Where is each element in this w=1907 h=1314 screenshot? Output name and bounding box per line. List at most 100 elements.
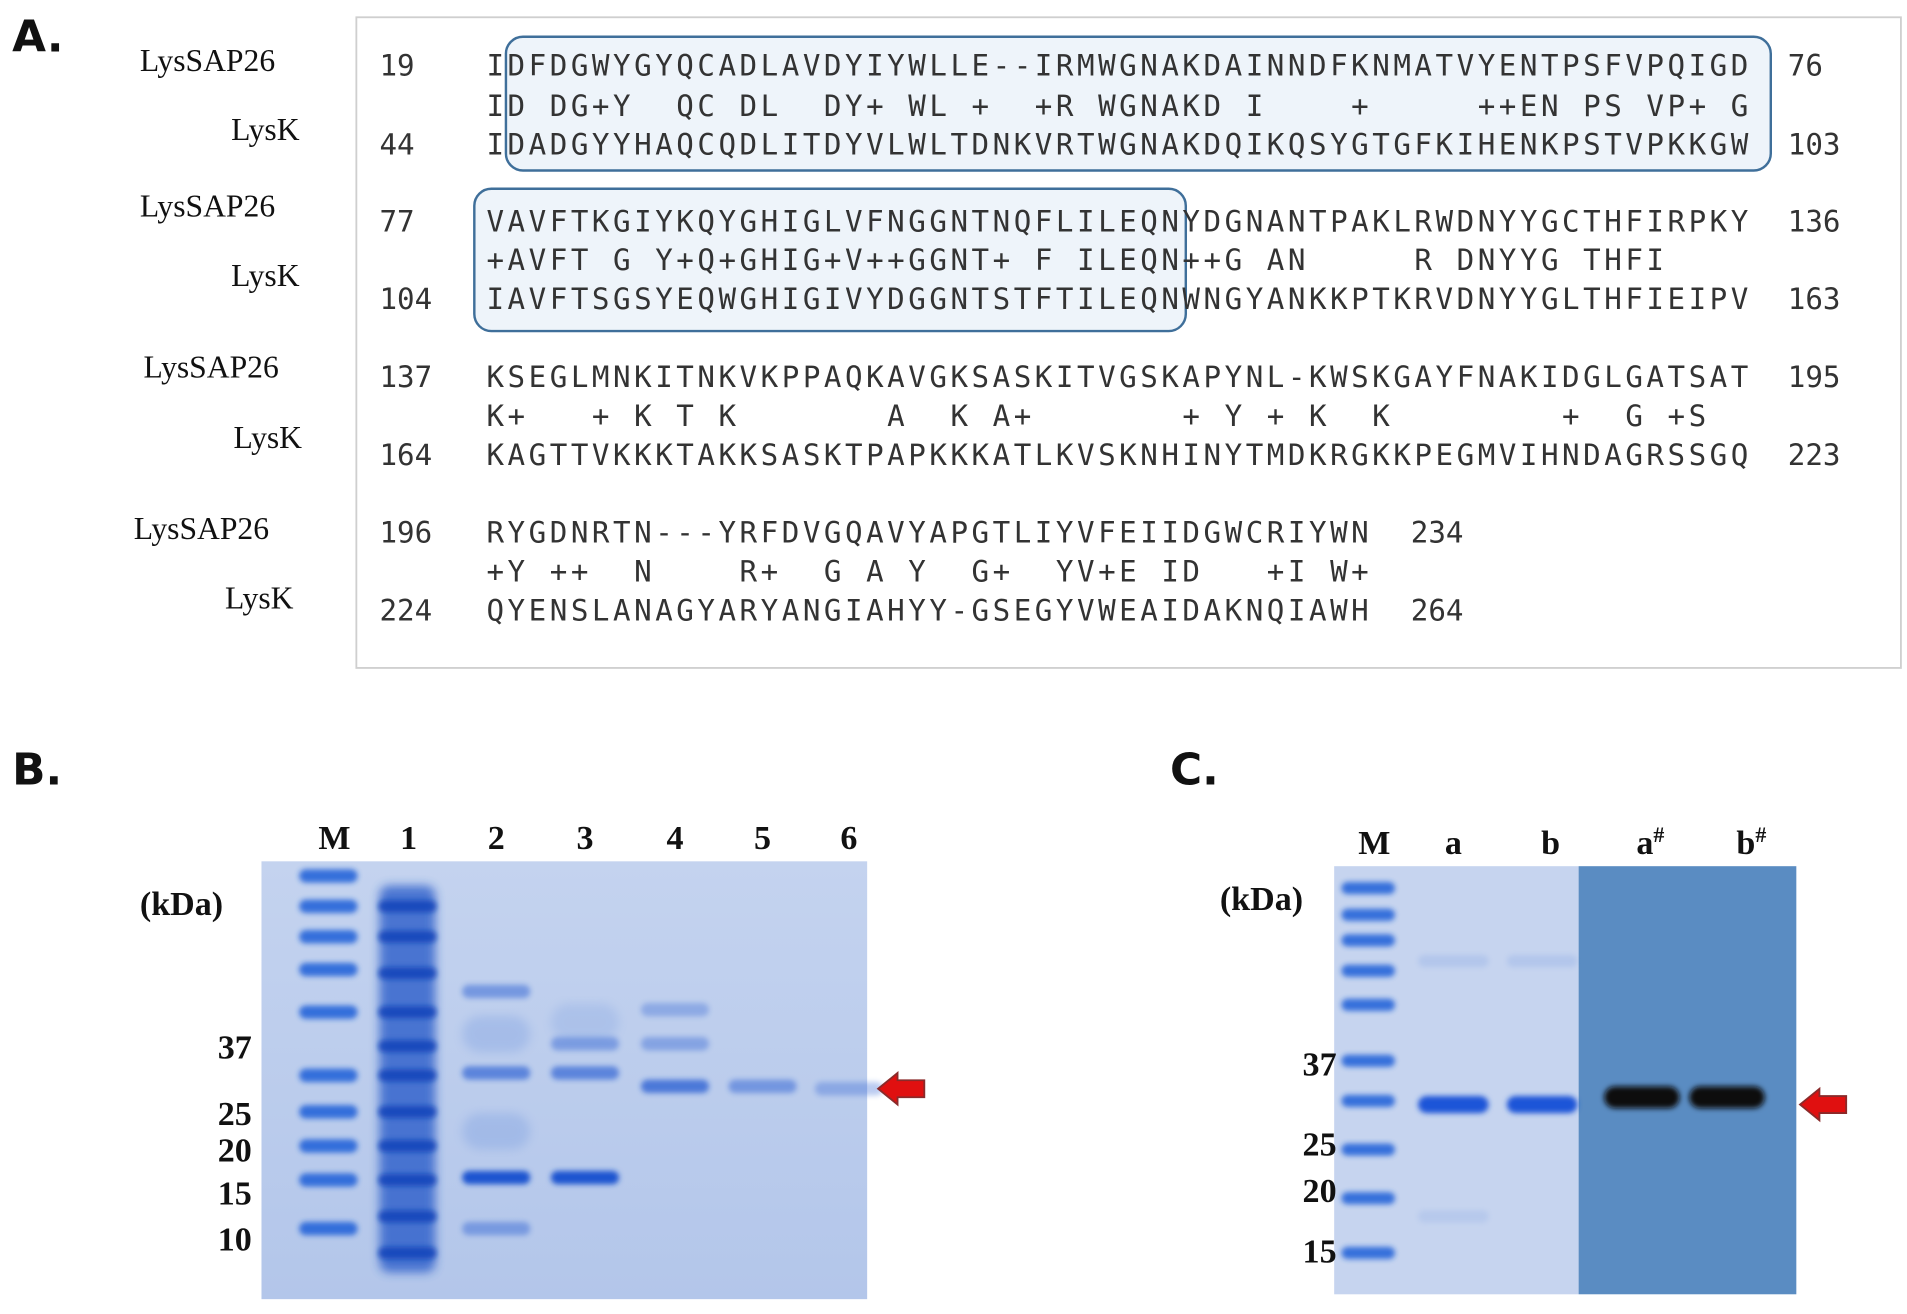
band (378, 1105, 437, 1118)
marker-label: 25 (1303, 1127, 1337, 1164)
query-sequence: IDFDGWYGYQCADLAVDYIYWLLE--IRMWGNAKDAINND… (486, 49, 1751, 83)
gel-c (1334, 866, 1579, 1295)
blot-c (1578, 866, 1797, 1295)
midline: ID DG+Y QC DL DY+ WL + +R WGNAKD I + ++E… (486, 89, 1751, 123)
lane-text: b (1736, 825, 1755, 862)
band (462, 1221, 531, 1236)
panel-label: C. (1170, 745, 1219, 796)
query-sequence: KSEGLMNKITNKVKPPAQKAVGKSASKITVGSKAPYNL-K… (486, 360, 1751, 394)
band (378, 930, 437, 943)
marker-label: 15 (1303, 1234, 1337, 1271)
band (1341, 1192, 1395, 1205)
query-name: LysSAP26 (144, 349, 279, 384)
labels: A. LysSAP26 LysK 19 44 IDFDGWYGYQCADLAVDYIYWL… (12, 11, 1840, 1270)
query-start: 137 (379, 360, 432, 394)
band (1341, 1246, 1395, 1260)
band (1604, 1086, 1680, 1109)
band (299, 1139, 358, 1153)
subject-name: LysK (234, 420, 303, 455)
band (550, 1066, 620, 1080)
query-end: 195 (1788, 360, 1841, 394)
query-start: 196 (379, 516, 432, 550)
lane-superscript: # (1653, 822, 1664, 847)
subject-start: 104 (379, 282, 432, 316)
lane-label: 6 (840, 820, 857, 857)
band (1341, 1054, 1395, 1067)
band (378, 1040, 437, 1053)
lane-text: M (1358, 825, 1390, 862)
band (728, 1079, 797, 1094)
subject-name: LysK (231, 112, 300, 147)
lane-label: a# (1636, 822, 1664, 862)
band (378, 1139, 437, 1152)
band (378, 1006, 437, 1019)
query-sequence: VAVFTKGIYKQYGHIGLVFNGGNTNQFLILEQNYDGNANT… (486, 204, 1751, 238)
lane-label: 2 (488, 820, 505, 857)
band (462, 984, 531, 999)
band (462, 1015, 531, 1053)
panel-label: B. (12, 745, 62, 796)
band (814, 1082, 883, 1096)
domain-box (473, 187, 1188, 333)
band (299, 930, 358, 944)
lane-text: a (1636, 825, 1653, 862)
query-end: 234 (1411, 516, 1464, 550)
band (299, 869, 358, 883)
band (1341, 964, 1395, 977)
band (1341, 1094, 1395, 1107)
gel-c-bands (1341, 881, 1765, 1260)
band (640, 1003, 710, 1017)
lane-label: b# (1736, 822, 1766, 862)
lane-label: M (1358, 825, 1390, 862)
marker-label: 20 (1303, 1173, 1337, 1210)
band (1341, 934, 1395, 947)
query-start: 77 (379, 204, 414, 238)
query-end: 76 (1788, 49, 1823, 83)
band (299, 1221, 358, 1236)
band (462, 1066, 531, 1080)
unit-label: (kDa) (1220, 881, 1303, 918)
lane-label: M (318, 820, 350, 857)
subject-sequence: QYENSLANAGYARYANGIAHYY-GSEGYVWEAIDAKNQIA… (486, 594, 1372, 628)
query-start: 19 (379, 49, 414, 83)
band (1418, 1210, 1489, 1223)
query-name: LysSAP26 (134, 511, 269, 546)
midline: +Y ++ N R+ G A Y G+ YV+E ID +I W+ (486, 555, 1372, 589)
band (378, 1210, 437, 1223)
subject-sequence: IAVFTSGSYEQWGHIGIVYDGGNTSTFTILEQNWNGYANK… (486, 282, 1751, 316)
subject-end: 103 (1788, 128, 1841, 162)
band (299, 1105, 358, 1119)
query-sequence: RYGDNRTN---YRFDVGQAVYAPGTLIYVFEIIDGWCRIY… (486, 516, 1372, 550)
band (550, 1170, 620, 1185)
marker-label: 37 (218, 1029, 252, 1066)
marker-label: 10 (218, 1222, 252, 1259)
subject-name: LysK (225, 580, 294, 615)
subject-end: 223 (1788, 438, 1841, 472)
subject-start: 44 (379, 128, 414, 162)
lane-label: 5 (754, 820, 771, 857)
arrow (876, 1071, 926, 1107)
panel-label: A. (12, 11, 63, 62)
domain-box (504, 35, 1773, 172)
arrow (1798, 1086, 1848, 1123)
band (378, 900, 437, 913)
subject-sequence: IDADGYYHAQCQDLITDYVLWLTDNKVRTWGNAKDQIKQS… (486, 128, 1751, 162)
subject-start: 164 (379, 438, 432, 472)
band (640, 1037, 710, 1051)
unit-label: (kDa) (140, 886, 223, 923)
band (299, 1005, 358, 1019)
band (299, 1068, 358, 1083)
band (378, 1246, 437, 1260)
gel-b-bands (299, 869, 883, 1273)
subject-sequence: KAGTTVKKKTAKKSASKTPAPKKKATLKVSKNHINYTMDK… (486, 438, 1751, 472)
band (550, 1003, 620, 1041)
midline: K+ + K T K A K A+ + Y + K K + G +S (486, 399, 1709, 433)
lane-label: 4 (666, 820, 683, 857)
band (1341, 998, 1395, 1011)
band (1341, 1143, 1395, 1156)
query-end: 136 (1788, 204, 1841, 238)
band (1418, 1096, 1489, 1114)
band (378, 1069, 437, 1082)
band (640, 1079, 710, 1094)
